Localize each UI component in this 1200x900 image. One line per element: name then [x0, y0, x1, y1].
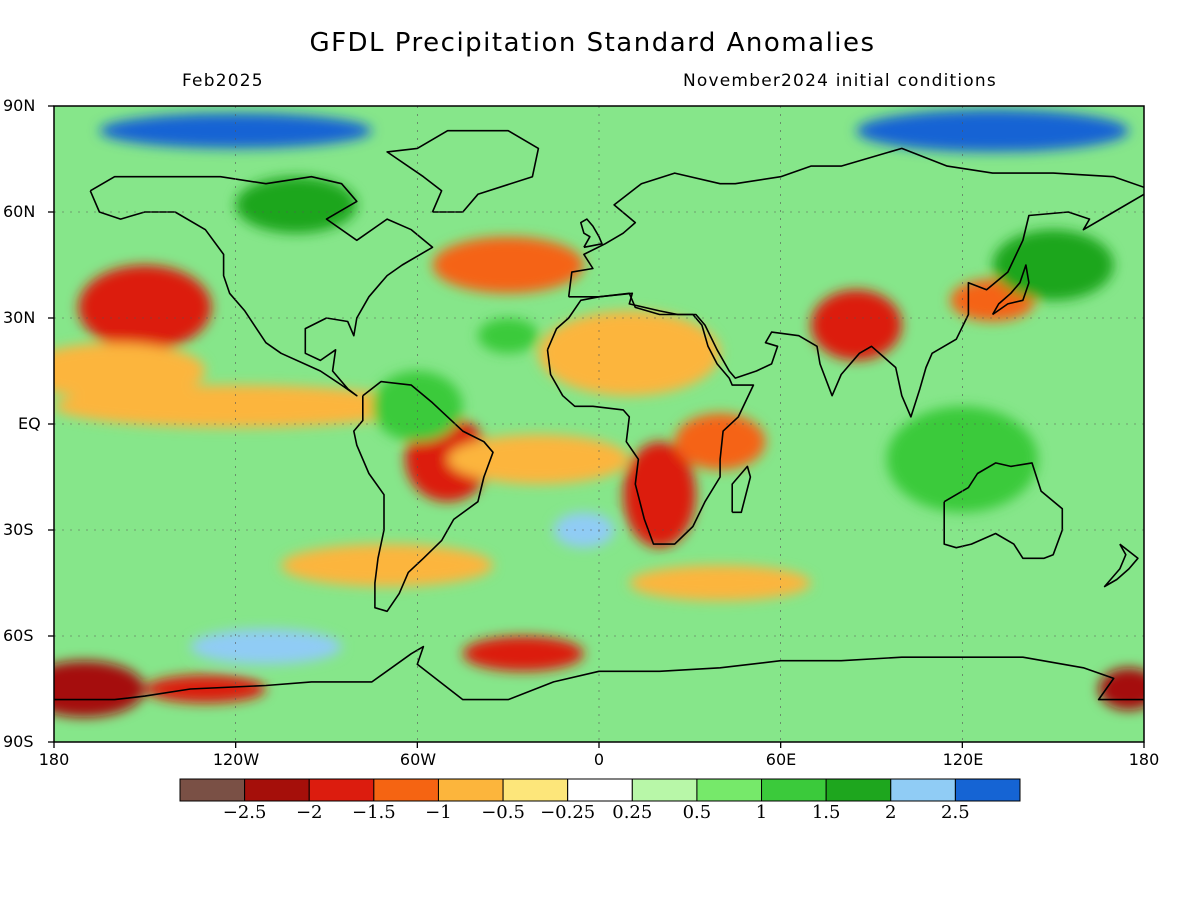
- anomaly-region: [629, 565, 811, 601]
- lon-label-180e: 180: [1128, 750, 1160, 769]
- lat-label-60n: 60N: [3, 202, 36, 221]
- legend-label: 2.5: [941, 802, 970, 823]
- anomaly-region: [1098, 667, 1144, 711]
- legend-swatch: [890, 778, 956, 802]
- legend-label: 1: [755, 802, 768, 823]
- anomaly-region: [54, 660, 145, 718]
- coastline-eurasia-africa: [567, 147, 1144, 297]
- coastline-japan: [991, 264, 1030, 316]
- legend-swatch: [179, 778, 246, 802]
- chart-title: GFDL Precipitation Standard Anomalies: [309, 28, 876, 58]
- anomaly-region: [477, 318, 539, 354]
- lat-label-30n: 30N: [3, 308, 36, 327]
- anomaly-region: [281, 544, 494, 587]
- coastline-new-zealand: [1103, 543, 1139, 588]
- coastline-north-america: [89, 175, 434, 397]
- legend-label: −1.5: [351, 802, 396, 823]
- lon-label-60w: 60W: [399, 750, 437, 769]
- anomaly-region: [992, 229, 1114, 301]
- legend-label: −0.25: [540, 802, 596, 823]
- legend-label: −2: [295, 802, 323, 823]
- coastline-australia: [943, 462, 1064, 560]
- coastline-asia-south: [568, 193, 1144, 418]
- anomaly-region: [810, 289, 902, 361]
- lon-label-60e: 60E: [765, 750, 797, 769]
- legend-swatch: [567, 778, 633, 802]
- lat-label-eq: EQ: [18, 414, 41, 433]
- coastline-africa: [546, 292, 755, 545]
- anomaly-region: [54, 342, 206, 400]
- lon-label-120w: 120W: [212, 750, 260, 769]
- coastline-madagascar: [731, 465, 752, 514]
- lon-label-0: 0: [593, 750, 605, 769]
- anomaly-region: [54, 385, 418, 428]
- anomaly-region: [447, 434, 630, 485]
- legend-label: −0.5: [481, 802, 525, 823]
- legend-swatch: [954, 778, 1021, 802]
- anomaly-region: [462, 636, 584, 672]
- lat-label-90n: 90N: [3, 96, 36, 115]
- coastline-south-america: [353, 380, 494, 613]
- anomaly-region: [190, 628, 342, 665]
- anomaly-region: [432, 236, 584, 294]
- lat-label-60s: 60S: [3, 626, 34, 645]
- legend-swatch: [696, 778, 763, 802]
- anomaly-region: [235, 176, 357, 234]
- legend-swatch: [825, 778, 892, 802]
- legend-swatch: [308, 778, 375, 802]
- legend-swatch: [244, 778, 310, 802]
- anomaly-region: [78, 265, 212, 350]
- lon-label-120e: 120E: [942, 750, 984, 769]
- legend-label: 0.5: [682, 802, 712, 823]
- initial-conditions: November2024 initial conditions: [683, 71, 997, 91]
- legend-label: 1.5: [811, 802, 841, 823]
- valid-month: Feb2025: [182, 71, 264, 91]
- legend-swatch: [761, 778, 827, 802]
- legend-swatch: [437, 778, 504, 802]
- coastline-britain: [580, 218, 603, 249]
- anomaly-region: [674, 413, 766, 470]
- legend-swatch: [502, 778, 569, 802]
- coastline-antarctica: [54, 645, 1144, 701]
- anomaly-region: [623, 441, 696, 548]
- anomaly-region: [856, 109, 1129, 152]
- lat-label-90s: 90S: [3, 732, 34, 751]
- lon-label-180w: 180: [38, 750, 70, 769]
- lat-label-30s: 30S: [3, 520, 34, 539]
- legend-swatch: [631, 778, 698, 802]
- legend-label: 2: [885, 802, 897, 823]
- anomaly-region: [538, 310, 721, 396]
- anomaly-region: [371, 371, 463, 442]
- legend-label: −2.5: [222, 802, 267, 823]
- legend-label: −1: [425, 802, 452, 823]
- legend-label: 0.25: [612, 802, 653, 823]
- legend-swatch: [373, 778, 439, 802]
- coastline-greenland: [386, 129, 540, 213]
